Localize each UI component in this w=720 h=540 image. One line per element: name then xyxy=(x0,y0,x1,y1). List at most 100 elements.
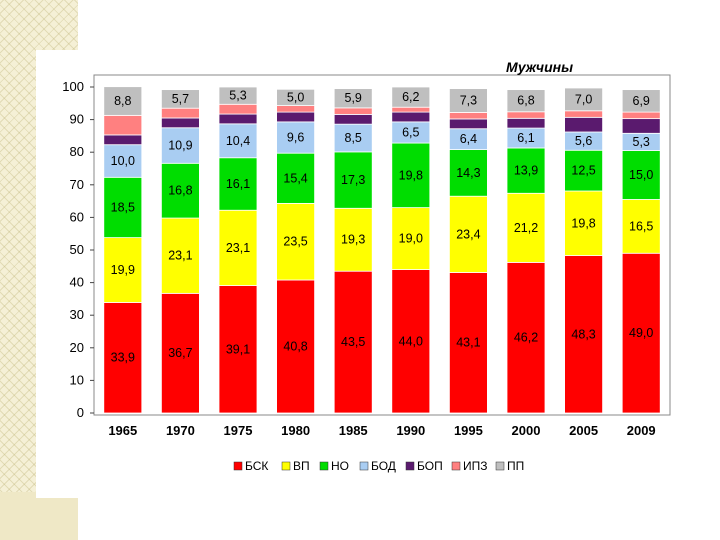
bar-segment-НО xyxy=(506,147,546,194)
data-label: 46,2 xyxy=(514,331,538,345)
bar-segment-БОП xyxy=(564,116,603,133)
bar-segment-БСК xyxy=(161,292,200,414)
bar-segment-БСК xyxy=(448,272,488,414)
bar-segment-БОП xyxy=(276,111,316,123)
bar-segment-БСК xyxy=(621,252,661,414)
bar-segment-БОД xyxy=(103,144,143,178)
legend: БСК ВП НО БОД БОП ИПЗ ПП xyxy=(233,459,524,473)
bar-segment-БОП xyxy=(391,111,431,123)
x-tick-label: 2009 xyxy=(627,423,656,438)
data-label: 9,6 xyxy=(287,131,304,145)
legend-swatch xyxy=(281,461,291,471)
x-tick-label: 1995 xyxy=(454,423,483,438)
data-label: 44,0 xyxy=(399,334,423,348)
bar-segment-ИПЗ xyxy=(391,106,431,113)
data-label: 5,0 xyxy=(287,90,304,104)
y-tick-label: 50 xyxy=(70,242,84,257)
y-tick-label: 100 xyxy=(62,79,84,94)
bar-segment-ПП xyxy=(161,89,200,109)
bar-segment-БОП xyxy=(333,113,373,125)
data-label: 17,3 xyxy=(341,173,365,187)
data-label: 48,3 xyxy=(571,327,595,341)
y-tick-label: 10 xyxy=(70,372,84,387)
data-label: 40,8 xyxy=(283,339,307,353)
data-label: 5,6 xyxy=(575,134,592,148)
bar-segment-БОП xyxy=(161,117,200,129)
legend-label: ПП xyxy=(507,459,524,473)
bar-segment-ИПЗ xyxy=(218,103,258,115)
legend-label: ВП xyxy=(293,459,310,473)
legend-label: НО xyxy=(331,459,349,473)
legend-label: БСК xyxy=(245,459,268,473)
x-tick-label: 2000 xyxy=(512,423,541,438)
data-label: 6,8 xyxy=(517,94,534,108)
bar-segment-НО xyxy=(161,162,200,219)
bar-segment-БОП xyxy=(103,134,143,146)
bar-segment-ПП xyxy=(391,86,431,108)
bar-segment-НО xyxy=(276,152,316,204)
x-axis: 1965 1970 1975 1980 1985 1990 1995 2000 2005 2009 xyxy=(108,423,655,438)
y-axis: 0 10 20 30 40 50 60 70 80 90 100 xyxy=(62,79,94,420)
bar-segment-ВП xyxy=(218,209,258,286)
y-tick-label: 80 xyxy=(70,144,84,159)
bar-segment-ПП xyxy=(564,87,603,112)
bar-segment-НО xyxy=(448,149,488,197)
bar-segment-ИПЗ xyxy=(448,112,488,120)
data-label: 19,9 xyxy=(111,263,135,277)
data-label: 39,1 xyxy=(226,342,250,356)
data-label: 15,0 xyxy=(629,168,653,182)
data-label: 10,4 xyxy=(226,134,250,148)
bar-segment-БОП xyxy=(448,118,488,130)
bar-segment-БСК xyxy=(103,302,143,414)
bar-segment-БОД xyxy=(218,123,258,159)
legend-label: БОД xyxy=(371,459,396,473)
data-label: 7,0 xyxy=(575,92,592,106)
bar-segment-ИПЗ xyxy=(276,105,316,113)
bar-segment-ИПЗ xyxy=(161,107,200,119)
stacked-bar-chart: Мужчины 0 10 20 30 40 50 60 70 80 90 100 33,9 19,9 1… xyxy=(62,59,671,473)
chart-panel: Мужчины 0 10 20 30 40 50 60 70 80 90 100 33,9 19,9 1… xyxy=(36,50,684,498)
bar-segment-ВП xyxy=(276,202,316,281)
legend-label: БОП xyxy=(417,459,443,473)
bar-segment-НО xyxy=(103,176,143,239)
y-tick-label: 70 xyxy=(70,177,84,192)
legend-label: ИПЗ xyxy=(463,459,488,473)
data-label: 5,3 xyxy=(229,89,246,103)
data-label: 36,7 xyxy=(168,346,192,360)
legend-swatch xyxy=(405,461,415,471)
bar-segment-НО xyxy=(391,142,431,209)
bar-segment-ПП xyxy=(448,88,488,113)
bar-segment-БОП xyxy=(506,117,546,129)
data-label: 18,5 xyxy=(111,200,135,214)
bar-segment-ВП xyxy=(103,237,143,303)
bar-segment-ИПЗ xyxy=(103,114,143,136)
decorative-pattern-footer xyxy=(0,492,78,540)
bar-segment-ПП xyxy=(621,89,661,113)
data-label: 33,9 xyxy=(111,351,135,365)
x-tick-label: 1965 xyxy=(108,423,137,438)
bar-segment-БОП xyxy=(218,113,258,125)
bar-segment-ПП xyxy=(276,88,316,106)
data-label: 23,1 xyxy=(226,241,250,255)
data-label: 43,1 xyxy=(456,336,480,350)
chart-title: Мужчины xyxy=(506,59,573,75)
y-tick-label: 20 xyxy=(70,340,84,355)
data-label: 19,8 xyxy=(399,168,423,182)
data-label: 10,0 xyxy=(111,154,135,168)
data-label: 19,3 xyxy=(341,233,365,247)
y-tick-label: 40 xyxy=(70,275,84,290)
bar-segment-ВП xyxy=(564,190,603,256)
data-label: 21,2 xyxy=(514,221,538,235)
y-tick-label: 90 xyxy=(70,112,84,127)
legend-swatch xyxy=(495,461,505,471)
data-label: 5,7 xyxy=(172,92,189,106)
x-tick-label: 1990 xyxy=(396,423,425,438)
data-label: 49,0 xyxy=(629,326,653,340)
x-tick-label: 1975 xyxy=(224,423,253,438)
bar-segment-ВП xyxy=(161,217,200,294)
data-label: 23,4 xyxy=(456,227,480,241)
data-label: 14,3 xyxy=(456,166,480,180)
bar-segment-ВП xyxy=(391,207,431,270)
data-label: 16,5 xyxy=(629,219,653,233)
data-label: 6,1 xyxy=(517,131,534,145)
